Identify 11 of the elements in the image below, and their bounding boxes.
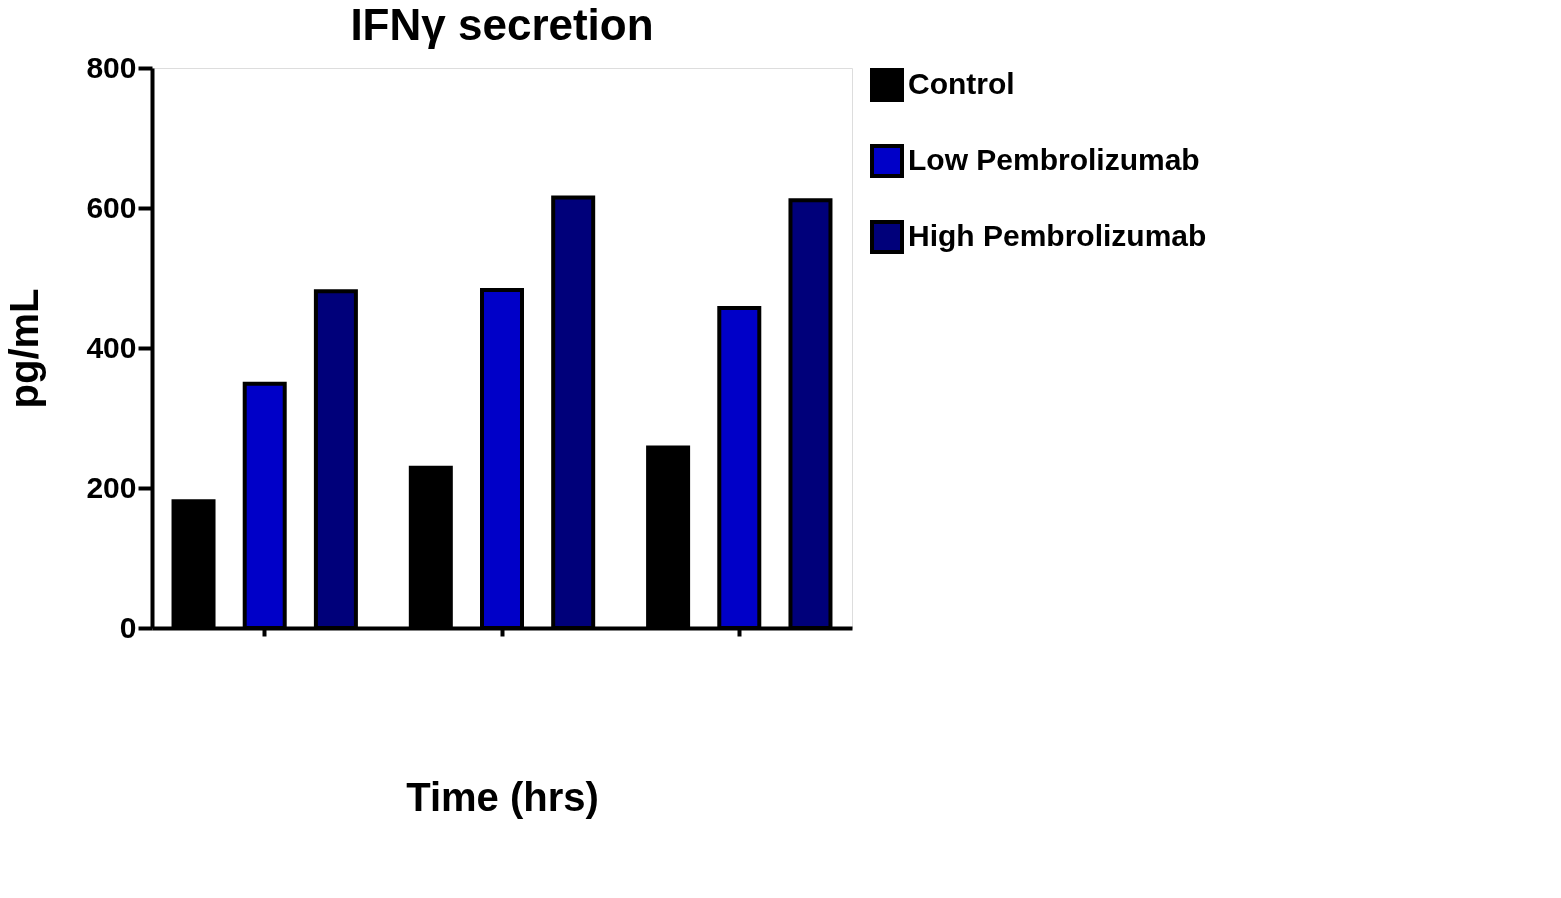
y-tick-label: 200 — [86, 470, 137, 504]
y-axis-title: pg/mL — [2, 288, 47, 409]
legend-label: Low Pembrolizumab — [908, 143, 1200, 176]
legend-label: High Pembrolizumab — [908, 219, 1207, 252]
y-tick-label: 800 — [86, 50, 137, 84]
y-tick-label: 0 — [119, 610, 137, 644]
y-tick-label: 400 — [86, 330, 137, 364]
chart-title: IFNγ secretion — [350, 0, 654, 49]
x-axis-title: Time (hrs) — [406, 774, 599, 819]
y-tick-label: 600 — [86, 190, 137, 224]
legend-label: Control — [908, 67, 1015, 100]
